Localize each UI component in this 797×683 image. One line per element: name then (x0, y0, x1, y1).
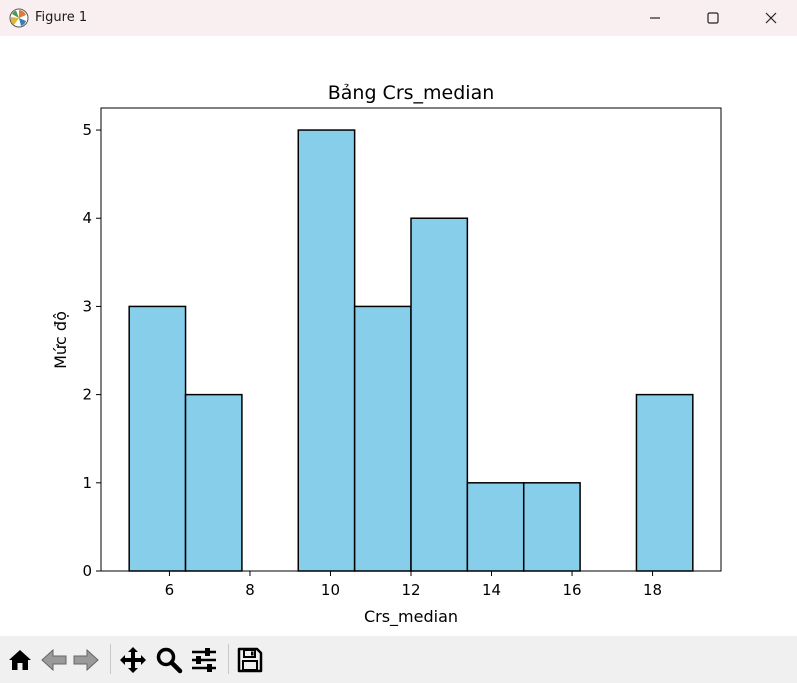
window-title: Figure 1 (35, 10, 88, 25)
save-button[interactable] (236, 646, 264, 674)
y-tick-label: 1 (82, 474, 92, 492)
pan-icon (120, 647, 146, 673)
toolbar-separator (228, 644, 229, 674)
y-tick-label: 0 (82, 562, 92, 580)
histogram-bar (297, 129, 356, 572)
toolbar-separator (110, 644, 111, 674)
x-tick-label: 18 (643, 581, 662, 599)
matplotlib-icon (9, 8, 29, 28)
y-tick-label: 3 (82, 297, 92, 315)
chart-title: Bảng Crs_median (328, 82, 495, 104)
histogram-bar (635, 393, 694, 572)
configure-subplots-icon (192, 648, 216, 672)
histogram-bar (184, 393, 243, 572)
x-tick-label: 6 (165, 581, 175, 599)
maximize-icon (707, 12, 719, 24)
x-tick-label: 10 (321, 581, 340, 599)
histogram-bar (128, 305, 187, 572)
zoom-icon (156, 647, 183, 674)
y-tick-label: 5 (82, 121, 92, 139)
y-tick-label: 4 (82, 209, 92, 227)
x-axis-ticks: 6 8 10 12 14 16 18 (165, 571, 662, 599)
forward-icon (73, 648, 99, 672)
home-icon (9, 650, 31, 670)
y-axis-label: Mức độ (51, 311, 70, 369)
close-icon (765, 12, 777, 24)
forward-button[interactable] (72, 646, 100, 674)
minimize-icon (650, 17, 660, 19)
back-button[interactable] (40, 646, 68, 674)
zoom-button[interactable] (155, 646, 183, 674)
maximize-button[interactable] (684, 0, 742, 36)
histogram-bar (353, 305, 412, 572)
pan-button[interactable] (119, 646, 147, 674)
histogram-bar (410, 217, 469, 572)
minimize-button[interactable] (626, 0, 684, 36)
save-icon (237, 647, 263, 673)
y-tick-label: 2 (82, 386, 92, 404)
x-tick-label: 8 (245, 581, 255, 599)
histogram-bar (522, 482, 581, 572)
x-tick-label: 12 (401, 581, 420, 599)
x-axis-label: Crs_median (364, 607, 458, 627)
close-button[interactable] (742, 0, 797, 36)
back-icon (41, 648, 67, 672)
window-titlebar: Figure 1 (0, 0, 797, 36)
home-button[interactable] (6, 646, 34, 674)
y-axis-ticks: 0 1 2 3 4 5 (82, 121, 101, 580)
x-tick-label: 16 (562, 581, 581, 599)
x-tick-label: 14 (482, 581, 501, 599)
histogram-bar (466, 482, 525, 572)
configure-subplots-button[interactable] (190, 646, 218, 674)
navigation-toolbar (0, 636, 797, 683)
bars-group (128, 129, 694, 572)
